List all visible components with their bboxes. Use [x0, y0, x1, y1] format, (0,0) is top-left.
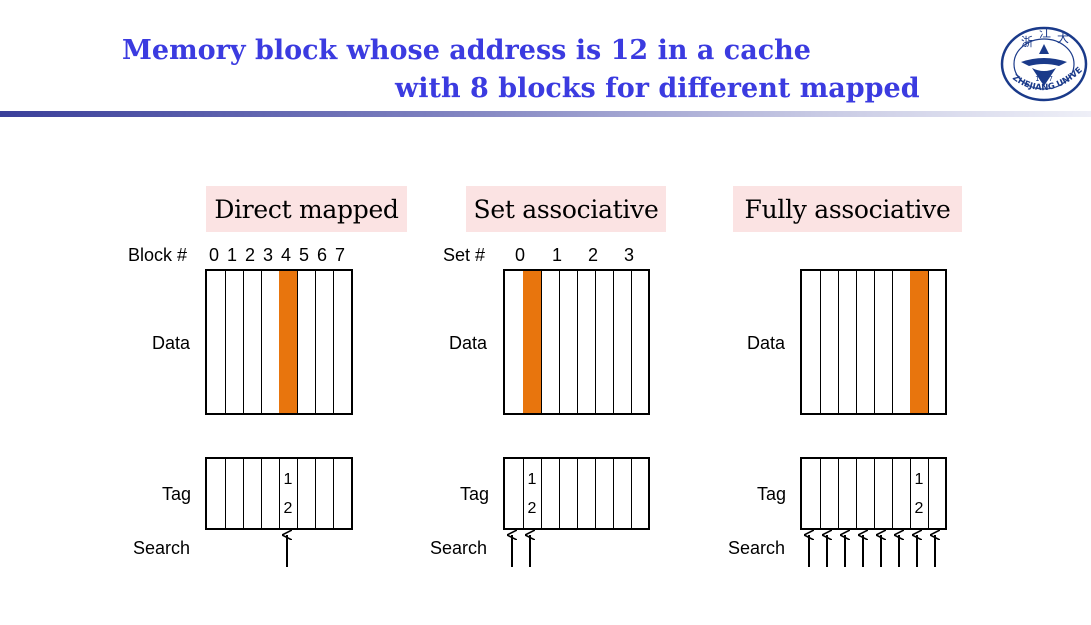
tag-slot: [892, 459, 911, 528]
svg-text:浙: 浙: [1021, 35, 1033, 49]
set-index: 2: [587, 245, 598, 265]
tag-slot: [595, 459, 614, 528]
fully-data-label: Data: [747, 333, 786, 353]
university-logo-icon: 1897 ZHEJIANG UNIVERSITY 浙 江 大: [999, 24, 1088, 102]
data-slot: [207, 271, 226, 413]
data-slot: [856, 271, 875, 413]
data-slot: [243, 271, 262, 413]
data-slot: [838, 271, 857, 413]
tag-digit: 1: [914, 471, 924, 488]
data-slot: [577, 271, 596, 413]
fully-tag-array: 1 2: [800, 457, 947, 530]
fully-tag-label: Tag: [757, 484, 787, 504]
set-index: 1: [551, 245, 562, 265]
tag-slot: [297, 459, 316, 528]
direct-data-label: Data: [152, 333, 191, 353]
slide-title-line-1: Memory block whose address is 12 in a ca…: [122, 35, 811, 66]
tag-slot: [577, 459, 596, 528]
svg-text:江: 江: [1039, 26, 1051, 40]
tag-slot: [207, 459, 226, 528]
data-slot: [315, 271, 334, 413]
set-index: 0: [514, 245, 525, 265]
data-slot-highlighted: [279, 271, 298, 413]
set-associative-label: Set associative: [466, 186, 666, 232]
tag-slot-match: 1 2: [910, 459, 929, 528]
tag-slot: [802, 459, 821, 528]
block-index: 5: [298, 245, 309, 265]
tag-slot: [225, 459, 244, 528]
data-slot: [225, 271, 244, 413]
tag-slot: [261, 459, 280, 528]
direct-tag-label: Tag: [162, 484, 192, 504]
tag-slot: [505, 459, 524, 528]
data-slot: [820, 271, 839, 413]
tag-slot: [315, 459, 334, 528]
set-search-label: Search: [430, 538, 488, 558]
logo-year: 1897: [1035, 75, 1053, 83]
tag-slot-match: 1 2: [279, 459, 298, 528]
data-slot: [802, 271, 821, 413]
block-index: 0: [208, 245, 219, 265]
tag-digit: 1: [283, 471, 293, 488]
direct-mapped-label: Direct mapped: [206, 186, 407, 232]
tag-slot: [820, 459, 839, 528]
tag-slot: [541, 459, 560, 528]
block-number-header: Block #: [128, 245, 188, 265]
set-data-array: [503, 269, 650, 415]
data-slot: [595, 271, 614, 413]
set-number-header: Set #: [443, 245, 486, 265]
tag-slot-match: 1 2: [523, 459, 542, 528]
slide-title-line-2: with 8 blocks for different mapped: [395, 73, 920, 104]
direct-data-array: [205, 269, 353, 415]
set-index: 3: [623, 245, 634, 265]
direct-search-label: Search: [133, 538, 191, 558]
tag-slot: [856, 459, 875, 528]
set-tag-label: Tag: [460, 484, 490, 504]
set-data-label: Data: [449, 333, 488, 353]
block-index: 7: [334, 245, 345, 265]
direct-tag-array: 1 2: [205, 457, 353, 530]
data-slot: [613, 271, 632, 413]
tag-slot: [559, 459, 578, 528]
set-tag-array: 1 2: [503, 457, 650, 530]
data-slot: [541, 271, 560, 413]
block-index: 3: [262, 245, 273, 265]
tag-digit: 2: [527, 500, 537, 517]
data-slot: [874, 271, 893, 413]
data-slot: [559, 271, 578, 413]
data-slot-highlighted: [523, 271, 542, 413]
block-index: 4: [280, 245, 291, 265]
tag-digit: 2: [283, 500, 293, 517]
fully-data-array: [800, 269, 947, 415]
fully-search-label: Search: [728, 538, 786, 558]
block-index: 1: [226, 245, 237, 265]
tag-slot: [838, 459, 857, 528]
data-slot-highlighted: [910, 271, 929, 413]
fully-associative-label: Fully associative: [733, 186, 962, 232]
tag-slot: [243, 459, 262, 528]
tag-digit: 2: [914, 500, 924, 517]
block-index: 2: [244, 245, 255, 265]
tag-slot: [874, 459, 893, 528]
tag-digit: 1: [527, 471, 537, 488]
tag-slot: [613, 459, 632, 528]
data-slot: [297, 271, 316, 413]
block-index: 6: [316, 245, 327, 265]
svg-text:大: 大: [1057, 31, 1069, 45]
title-divider: [0, 111, 1091, 117]
